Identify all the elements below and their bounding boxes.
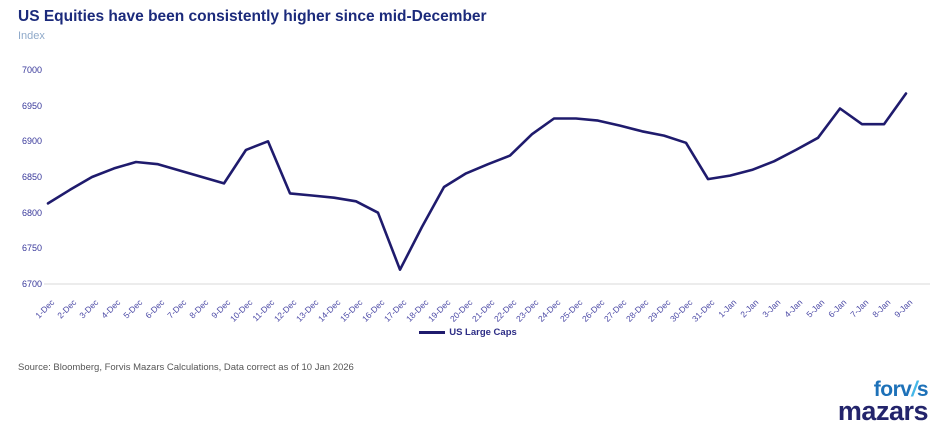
y-axis-tick-label: 6800 [21, 207, 42, 218]
legend-label: US Large Caps [449, 327, 517, 338]
forvis-mazars-logo: forv/s mazars [837, 378, 929, 426]
line-chart [44, 92, 930, 285]
logo-mazars-text: mazars [837, 396, 929, 426]
legend: US Large Caps [0, 327, 936, 338]
us-large-caps-line [46, 92, 908, 272]
y-axis-tick-label: 6850 [21, 172, 42, 182]
y-axis-tick-label: 6750 [21, 243, 42, 254]
y-axis-tick-label: 6900 [21, 136, 42, 147]
y-axis-tick-label: 7000 [21, 65, 42, 75]
logo-forvis-text: forv/s [873, 378, 929, 401]
y-axis-tick-label: 6950 [21, 100, 42, 111]
chart-subtitle: Index [18, 30, 45, 42]
chart-title: US Equities have been consistently highe… [18, 8, 487, 25]
legend-line-marker [419, 331, 446, 334]
logo-slash-icon: / [911, 378, 917, 401]
y-axis-tick-label: 6700 [21, 279, 42, 289]
source-note: Source: Bloomberg, Forvis Mazars Calcula… [18, 362, 354, 373]
